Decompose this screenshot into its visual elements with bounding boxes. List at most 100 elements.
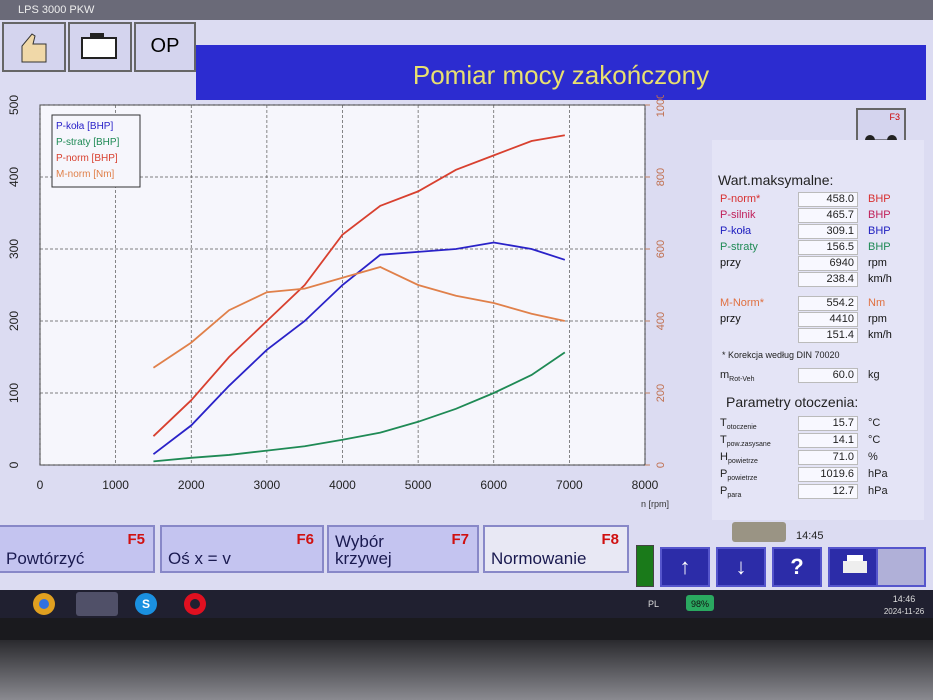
status-banner: Pomiar mocy zakończony [196, 45, 926, 100]
y2-tick-label: 0 [655, 462, 667, 468]
x-tick-label: 4000 [329, 478, 356, 492]
function-key-label: Powtórzyć [6, 549, 85, 568]
max-row: P-straty 156.5 BHP [718, 240, 918, 256]
env-row: Ppowietrze 1019.6 hPa [718, 467, 918, 483]
function-key[interactable]: Oś x = v F6 [160, 525, 324, 573]
clock: 14:45 [796, 530, 824, 542]
nav-button[interactable]: ? [772, 547, 822, 587]
function-key-label: Normowanie [491, 549, 587, 568]
row-unit: rpm [868, 313, 887, 325]
row-value: 12.7 [798, 484, 858, 499]
x-tick-label: 7000 [556, 478, 583, 492]
row-unit: BHP [868, 225, 891, 237]
taskbar-icons: S PL 98% 14:46 2024-11-26 [33, 592, 925, 616]
exit-button[interactable] [876, 547, 926, 587]
env-row: Totoczenie 15.7 °C [718, 416, 918, 432]
function-key[interactable]: Powtórzyć F5 [0, 525, 155, 573]
x-tick-label: 1000 [102, 478, 129, 492]
approve-button[interactable] [2, 22, 66, 72]
engine-button[interactable] [68, 22, 132, 72]
nav-button[interactable]: ↑ [660, 547, 710, 587]
taskbar-date: 2024-11-26 [884, 607, 925, 616]
max-row: P-silnik 465.7 BHP [718, 208, 918, 224]
function-key-label: Oś x = v [168, 549, 231, 568]
row-value: 554.2 [798, 296, 858, 311]
env-title: Parametry otoczenia: [726, 394, 859, 410]
row-unit: BHP [868, 193, 891, 205]
row-label-sub: otoczenie [726, 424, 757, 432]
x-tick-label: 0 [37, 478, 44, 492]
row-value: 14.1 [798, 433, 858, 448]
max-row: przy 4410 rpm [718, 312, 918, 328]
row-label: Ppowietrze [720, 468, 758, 483]
series-line [152, 134, 565, 437]
y-tick-label: 200 [7, 311, 21, 331]
function-key-code: F8 [601, 531, 619, 548]
legend-entry: P-norm [BHP] [56, 153, 118, 164]
panel-note: * Korekcja według DIN 70020 [722, 350, 840, 360]
y2-tick-label: 400 [655, 312, 667, 330]
legend-entry: P-koła [BHP] [56, 121, 113, 132]
x-tick-label: 3000 [254, 478, 281, 492]
print-button[interactable] [828, 547, 878, 587]
row-label: P-koła [720, 225, 752, 237]
op-button[interactable]: OP [134, 22, 196, 72]
lps-icon[interactable] [76, 592, 118, 616]
row-label-sub: pow.zasysane [726, 441, 771, 449]
row-unit: % [868, 451, 878, 463]
row-value: 238.4 [798, 272, 858, 287]
max-row: przy 6940 rpm [718, 256, 918, 272]
function-key-label: Wybór krzywej [335, 532, 392, 568]
y-tick-label: 100 [7, 383, 21, 403]
row-unit: km/h [868, 329, 892, 341]
row-label-sub: Rot-Veh [729, 376, 755, 384]
legend-box [51, 114, 141, 188]
results-panel: Wart.maksymalne: P-norm* 458.0 BHP P-silnik 4… [712, 140, 924, 520]
series-line [152, 241, 566, 455]
row-value: 151.4 [798, 328, 858, 343]
x-tick-label: 5000 [405, 478, 432, 492]
row-label: przy [720, 313, 741, 325]
engine-icon [81, 33, 117, 59]
max-row: M-Norm* 554.2 Nm [718, 296, 918, 312]
screen: LPS 3000 PKW OP Pomiar mocy zakończony F… [0, 0, 933, 618]
thumb-icon [21, 33, 47, 63]
row-label-sub: para [727, 492, 742, 500]
taskbar-time: 14:46 [893, 594, 916, 604]
max-row: P-koła 309.1 BHP [718, 224, 918, 240]
language: PL [648, 599, 659, 609]
row-label-sub: powietrze [727, 458, 758, 466]
nav-button[interactable]: ↓ [716, 547, 766, 587]
max-row: P-norm* 458.0 BHP [718, 192, 918, 208]
row-label-sub: powietrze [727, 475, 758, 483]
row-label: Ppara [720, 485, 742, 500]
y-tick-label: 500 [7, 95, 21, 115]
row-label: Tpow.zasysane [720, 434, 771, 449]
desk [0, 640, 933, 700]
function-key[interactable]: Normowanie F8 [483, 525, 629, 573]
battery [686, 595, 714, 611]
row-value: 6940 [798, 256, 858, 271]
f3-key: F3 [889, 112, 900, 122]
skype-icon[interactable] [135, 593, 157, 615]
row-label: mRot-Veh [720, 369, 755, 384]
row-label: P-straty [720, 241, 758, 253]
skype-letter: S [142, 597, 150, 611]
function-key[interactable]: Wybór krzywej F7 [327, 525, 479, 573]
x-tick-label: 6000 [480, 478, 507, 492]
row-unit: km/h [868, 273, 892, 285]
row-value: 458.0 [798, 192, 858, 207]
env-row: Ppara 12.7 hPa [718, 484, 918, 500]
y-tick-label: 300 [7, 239, 21, 259]
x-axis-label: n [rpm] [641, 499, 669, 509]
max-row: 238.4 km/h [718, 272, 918, 288]
row-unit: °C [868, 417, 881, 429]
env-row: Tpow.zasysane 14.1 °C [718, 433, 918, 449]
x-tick-label: 8000 [632, 478, 659, 492]
row-unit: BHP [868, 209, 891, 221]
row-label: Hpowietrze [720, 451, 758, 466]
row-label: przy [720, 257, 741, 269]
row-unit: kg [868, 369, 880, 381]
max-row: 151.4 km/h [718, 328, 918, 344]
